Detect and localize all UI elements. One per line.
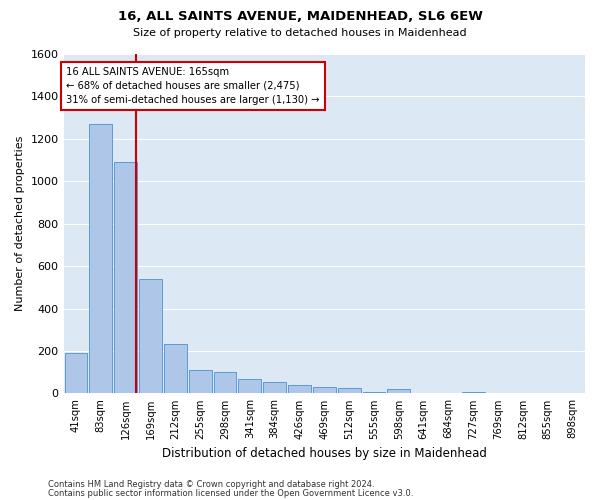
- Text: 16, ALL SAINTS AVENUE, MAIDENHEAD, SL6 6EW: 16, ALL SAINTS AVENUE, MAIDENHEAD, SL6 6…: [118, 10, 482, 23]
- Bar: [65, 353, 88, 394]
- Bar: [188, 370, 212, 394]
- Bar: [462, 392, 485, 394]
- Bar: [388, 389, 410, 394]
- X-axis label: Distribution of detached houses by size in Maidenhead: Distribution of detached houses by size …: [162, 447, 487, 460]
- Bar: [214, 372, 236, 394]
- Bar: [114, 162, 137, 394]
- Bar: [89, 124, 112, 394]
- Bar: [263, 382, 286, 394]
- Bar: [164, 344, 187, 394]
- Text: Size of property relative to detached houses in Maidenhead: Size of property relative to detached ho…: [133, 28, 467, 38]
- Bar: [139, 279, 162, 394]
- Bar: [313, 387, 335, 394]
- Bar: [238, 378, 261, 394]
- Y-axis label: Number of detached properties: Number of detached properties: [15, 136, 25, 312]
- Bar: [362, 392, 385, 394]
- Text: Contains public sector information licensed under the Open Government Licence v3: Contains public sector information licen…: [48, 490, 413, 498]
- Bar: [338, 388, 361, 394]
- Text: 16 ALL SAINTS AVENUE: 165sqm
← 68% of detached houses are smaller (2,475)
31% of: 16 ALL SAINTS AVENUE: 165sqm ← 68% of de…: [66, 66, 320, 104]
- Text: Contains HM Land Registry data © Crown copyright and database right 2024.: Contains HM Land Registry data © Crown c…: [48, 480, 374, 489]
- Bar: [288, 385, 311, 394]
